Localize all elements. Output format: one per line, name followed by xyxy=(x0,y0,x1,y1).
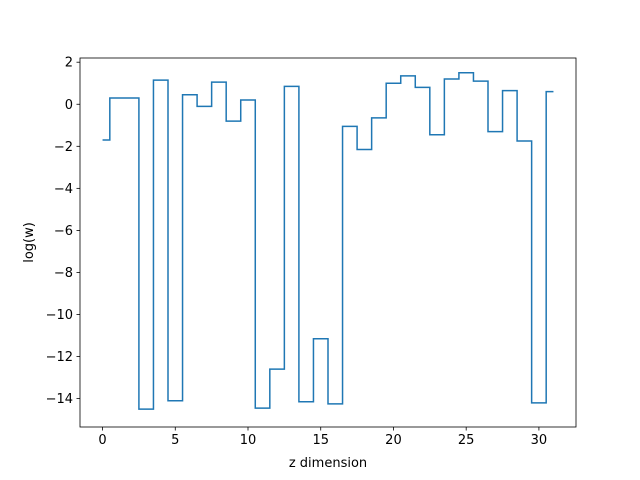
x-axis-label: z dimension xyxy=(289,456,367,471)
x-tick-label: 30 xyxy=(531,433,548,448)
plot-area xyxy=(102,71,554,410)
x-tick-label: 15 xyxy=(312,433,329,448)
x-tick-label: 0 xyxy=(98,433,106,448)
y-tick-label: −12 xyxy=(46,350,73,365)
y-tick-label: 0 xyxy=(65,98,73,113)
y-tick-label: −8 xyxy=(54,266,73,281)
x-tick-label: 5 xyxy=(171,433,179,448)
y-tick-label: −4 xyxy=(54,182,73,197)
y-axis-label: log(w) xyxy=(22,222,37,263)
y-tick-label: 2 xyxy=(65,56,73,71)
y-axis-ticks: 2 0 −2 −4 −6 −8 −10 −12 −14 xyxy=(46,56,80,407)
x-tick-label: 25 xyxy=(458,433,475,448)
y-tick-label: −2 xyxy=(54,140,73,155)
y-tick-label: −10 xyxy=(46,308,73,323)
x-tick-label: 10 xyxy=(240,433,257,448)
y-tick-label: −6 xyxy=(54,224,73,239)
x-tick-label: 20 xyxy=(385,433,402,448)
y-tick-label: −14 xyxy=(46,392,73,407)
series-line-0 xyxy=(102,71,554,410)
x-axis-ticks: 0 5 10 15 20 25 30 xyxy=(98,427,547,448)
axes-frame xyxy=(79,57,577,428)
